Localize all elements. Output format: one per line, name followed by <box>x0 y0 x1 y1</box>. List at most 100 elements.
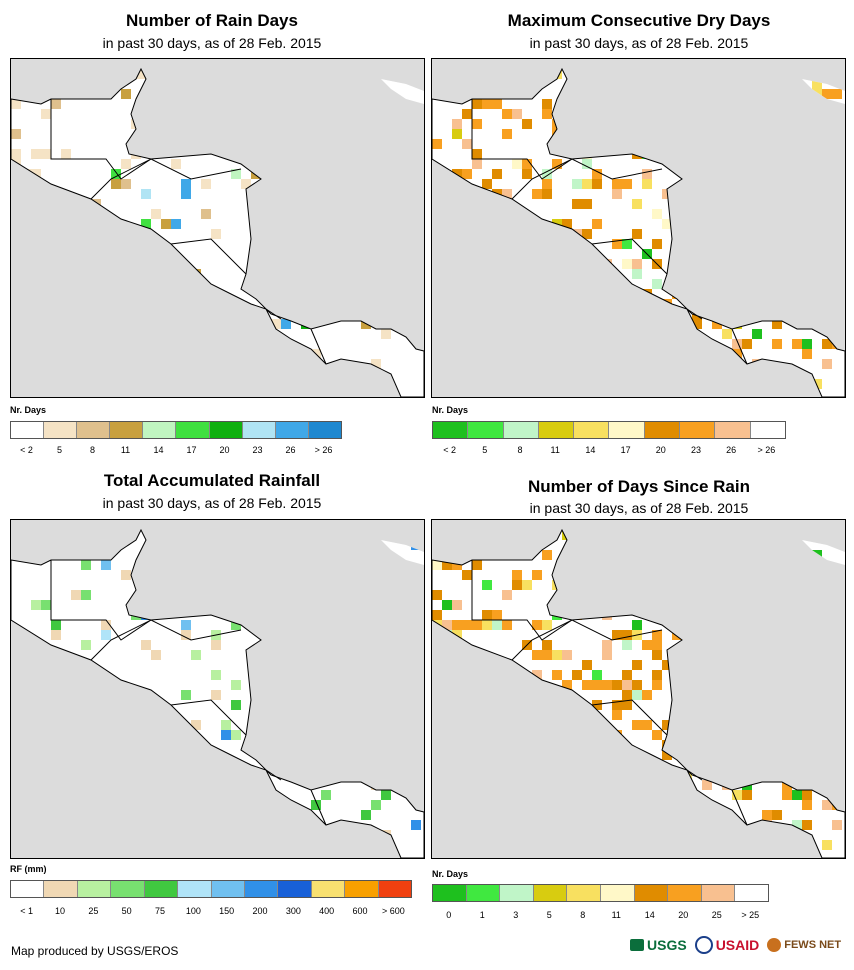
legend-tick-label: 25 <box>711 910 722 920</box>
legend-swatch <box>433 885 467 901</box>
map-grid-cell <box>171 219 181 229</box>
map-grid-cell <box>321 790 331 800</box>
map-grid-cell <box>592 700 602 710</box>
legend-tick-label: 75 <box>154 906 166 916</box>
map-grid-cell <box>181 690 191 700</box>
map-grid-cell <box>622 700 632 710</box>
legend-swatch <box>275 422 309 438</box>
map-grid-cell <box>772 810 782 820</box>
map-grid-cell <box>592 670 602 680</box>
legend-bar <box>432 421 786 439</box>
panel-title: Number of Days Since Rain <box>527 477 750 496</box>
country-border <box>511 619 663 661</box>
map-grid-cell <box>381 790 391 800</box>
map-grid-cell <box>181 620 191 630</box>
map-grid-cell <box>71 590 81 600</box>
map-grid-cell <box>632 690 642 700</box>
map-grid-cell <box>652 279 662 289</box>
map-grid-cell <box>151 209 161 219</box>
map-grid-cell <box>822 359 832 369</box>
map-grid-cell <box>782 790 792 800</box>
map-grid-cell <box>432 139 442 149</box>
map-grid-cell <box>802 339 812 349</box>
map-grid-cell <box>582 660 592 670</box>
legend-swatch <box>178 881 212 897</box>
map-grid-cell <box>562 219 572 229</box>
map-grid-cell <box>632 269 642 279</box>
map-grid-cell <box>311 800 321 810</box>
legend-tick-label: 5 <box>56 445 63 455</box>
map-grid-cell <box>231 700 241 710</box>
legend-swatch <box>11 422 45 438</box>
map-grid-cell <box>181 179 191 189</box>
country-border <box>170 238 247 275</box>
legend-swatch <box>278 881 312 897</box>
map-grid-cell <box>542 189 552 199</box>
legend-swatch <box>308 422 341 438</box>
map-grid-cell <box>432 610 442 620</box>
legend-bar <box>10 880 412 898</box>
map-grid-cell <box>732 339 742 349</box>
map-grid-cell <box>41 109 51 119</box>
map-grid-cell <box>622 239 632 249</box>
map-grid-cell <box>462 169 472 179</box>
country-border <box>170 699 247 736</box>
map-grid-cell <box>452 129 462 139</box>
panel-days-since-rain: Number of Days Since Rain in past 30 day… <box>427 466 851 936</box>
map-grid-cell <box>632 229 642 239</box>
map-grid-cell <box>822 840 832 850</box>
map-grid-cell <box>472 620 482 630</box>
map-dry-days <box>431 58 846 398</box>
legend-swatch <box>715 422 751 438</box>
map-grid-cell <box>642 690 652 700</box>
map-grid-cell <box>502 189 512 199</box>
map-grid-cell <box>11 129 21 139</box>
map-grid-cell <box>742 339 752 349</box>
legend-tick-label: 14 <box>644 910 655 920</box>
legend-tick-label: 400 <box>319 906 335 916</box>
map-grid-cell <box>11 99 21 109</box>
map-grid-cell <box>181 189 191 199</box>
map-grid-cell <box>452 560 462 570</box>
map-grid-cell <box>231 620 241 630</box>
map-grid-cell <box>452 119 462 129</box>
legend-swatch <box>211 881 245 897</box>
map-grid-cell <box>361 810 371 820</box>
map-grid-cell <box>562 680 572 690</box>
map-grid-cell <box>622 670 632 680</box>
legend-swatch <box>468 422 504 438</box>
legend-swatch <box>345 881 379 897</box>
map-grid-cell <box>502 109 512 119</box>
panel-rainfall: Total Accumulated Rainfall in past 30 da… <box>0 466 425 936</box>
legend-ticks: < 1 10 25 50 75 100 150 200 300 400 600 > 600 <box>10 906 410 918</box>
map-grid-cell <box>211 229 221 239</box>
legend-swatch <box>735 885 768 901</box>
legend-tick-label: 10 <box>54 906 66 916</box>
map-grid-cell <box>652 209 662 219</box>
map-grid-cell <box>612 710 622 720</box>
legend-tick-label: > 26 <box>757 445 776 455</box>
panel-subtitle: in past 30 days, as of 28 Feb. 2015 <box>529 500 749 516</box>
map-grid-cell <box>371 800 381 810</box>
legend-swatch <box>44 881 78 897</box>
legend-tick-label: 200 <box>252 906 268 916</box>
map-grid-cell <box>432 590 442 600</box>
map-grid-cell <box>542 109 552 119</box>
usaid-seal-icon <box>694 936 713 954</box>
map-grid-cell <box>622 680 632 690</box>
map-grid-cell <box>592 179 602 189</box>
legend-swatch <box>680 422 716 438</box>
map-grid-cell <box>652 670 662 680</box>
legend-swatch <box>634 885 669 901</box>
map-grid-cell <box>612 630 622 640</box>
map-grid-cell <box>552 670 562 680</box>
map-grid-cell <box>41 149 51 159</box>
map-grid-cell <box>552 159 562 169</box>
map-grid-cell <box>482 620 492 630</box>
legend-swatch <box>609 422 645 438</box>
partner-logos: USGS USAID FEWS NET <box>630 932 845 958</box>
legend-swatch <box>466 885 501 901</box>
legend-swatch <box>209 422 243 438</box>
map-grid-cell <box>662 219 672 229</box>
map-grid-cell <box>802 820 812 830</box>
